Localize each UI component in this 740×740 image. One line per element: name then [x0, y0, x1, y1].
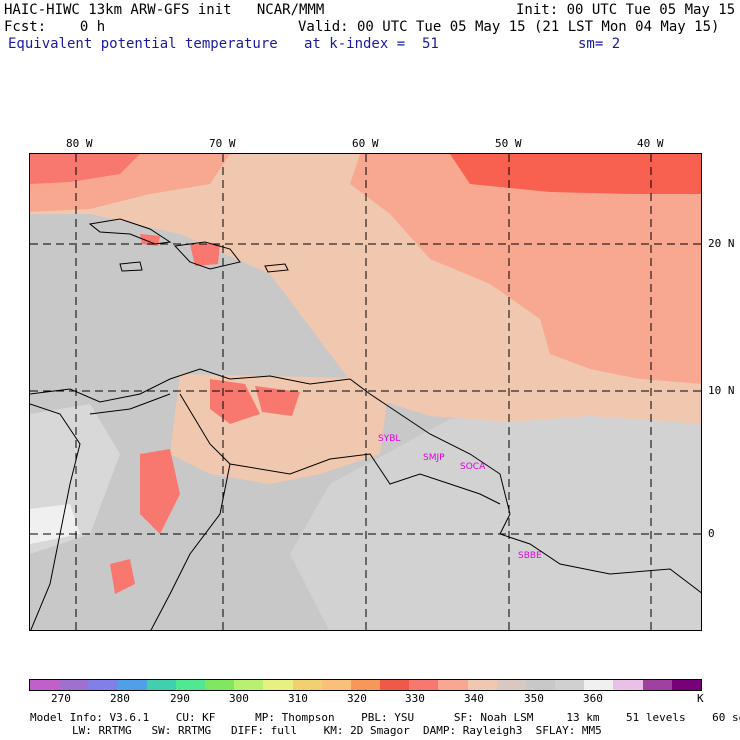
plot-title: HAIC-HIWC 13km ARW-GFS init NCAR/MMM: [4, 2, 325, 18]
lon-label: 50 W: [495, 137, 522, 150]
colorbar-swatch: [525, 680, 556, 690]
station-label: SYBL: [378, 434, 400, 444]
field-band-360: [30, 504, 80, 544]
colorbar-tick: 270: [51, 692, 71, 705]
field-patch-330: [255, 386, 300, 416]
field-patch-330: [190, 244, 220, 266]
lat-lon-grid: [30, 154, 701, 630]
coastline-puerto-rico: [264, 263, 289, 273]
level-label: at k-index = 51: [304, 36, 439, 52]
forecast-hour: Fcst: 0 h: [4, 19, 106, 35]
model-info-line1: Model Info: V3.6.1 CU: KF MP: Thompson P…: [30, 711, 740, 724]
lat-label: 10 N: [708, 384, 735, 397]
station-label: SMJP: [423, 453, 445, 463]
coastline-jamaica: [119, 261, 143, 272]
smoothing-label: sm= 2: [578, 36, 621, 52]
field-band-340: [350, 154, 701, 384]
lat-label: 0: [708, 527, 715, 540]
valid-time: Valid: 00 UTC Tue 05 May 15 (21 LST Mon …: [298, 19, 720, 35]
field-band-350-w: [30, 254, 230, 394]
model-info-line2: LW: RRTMG SW: RRTMG DIFF: full KM: 2D Sm…: [72, 724, 602, 737]
colorbar-swatch: [205, 680, 235, 690]
colorbar-swatch: [467, 680, 497, 690]
colorbar-unit: K: [697, 692, 704, 705]
colorbar-tick: 360: [583, 692, 603, 705]
colorbar-tick: 300: [229, 692, 249, 705]
field-band-330-nw: [30, 154, 140, 184]
lon-label: 60 W: [352, 137, 379, 150]
colorbar-swatch: [263, 680, 293, 690]
colorbar-swatch: [409, 680, 439, 690]
init-time: Init: 00 UTC Tue 05 May 15: [516, 2, 736, 18]
map-panel: SYBL SMJP SOCA SBBE: [29, 153, 702, 631]
coastline-cuba: [88, 218, 172, 245]
colorbar-tick: 330: [405, 692, 425, 705]
colorbar-tick: 290: [170, 692, 190, 705]
colorbar-swatch: [175, 680, 206, 690]
colorbar-swatch: [59, 680, 89, 690]
colorbar-swatch: [438, 680, 468, 690]
field-patch-330: [110, 559, 135, 594]
field-band-335: [450, 154, 701, 194]
lat-label: 20 N: [708, 237, 735, 250]
station-label: SBBE: [518, 551, 542, 561]
colorbar-swatch: [146, 680, 176, 690]
colorbar-tick: 320: [347, 692, 367, 705]
colorbar-swatch: [613, 680, 643, 690]
lon-label: 70 W: [209, 137, 236, 150]
station-label: SOCA: [460, 462, 486, 472]
colorbar-swatch: [642, 680, 672, 690]
colorbar-swatch: [321, 680, 351, 690]
colorbar-swatch: [117, 680, 147, 690]
theta-e-field: SYBL SMJP SOCA SBBE: [30, 154, 701, 630]
colorbar-swatch: [234, 680, 264, 690]
border-panama-colombia: [89, 393, 171, 415]
colorbar-tick: 350: [524, 692, 544, 705]
colorbar-swatch: [88, 680, 118, 690]
colorbar: [29, 679, 702, 691]
colorbar-swatch: [380, 680, 410, 690]
colorbar-tick: 340: [464, 692, 484, 705]
field-name: Equivalent potential temperature: [8, 36, 278, 52]
colorbar-tick: 310: [288, 692, 308, 705]
colorbar-swatch: [496, 680, 526, 690]
colorbar-swatch: [584, 680, 614, 690]
colorbar-swatch: [30, 680, 60, 690]
field-band-355: [290, 404, 701, 630]
colorbar-swatch: [555, 680, 585, 690]
field-patch-330: [140, 449, 180, 534]
colorbar-tick: 280: [110, 692, 130, 705]
colorbar-swatch: [292, 680, 322, 690]
coastline-south-america: [30, 368, 701, 594]
coastline-hispaniola: [173, 241, 241, 270]
lon-label: 80 W: [66, 137, 93, 150]
colorbar-swatch: [350, 680, 381, 690]
coastline-pacific: [30, 403, 81, 630]
field-patch-330: [140, 234, 160, 246]
lon-label: 40 W: [637, 137, 664, 150]
colorbar-swatch: [671, 680, 701, 690]
